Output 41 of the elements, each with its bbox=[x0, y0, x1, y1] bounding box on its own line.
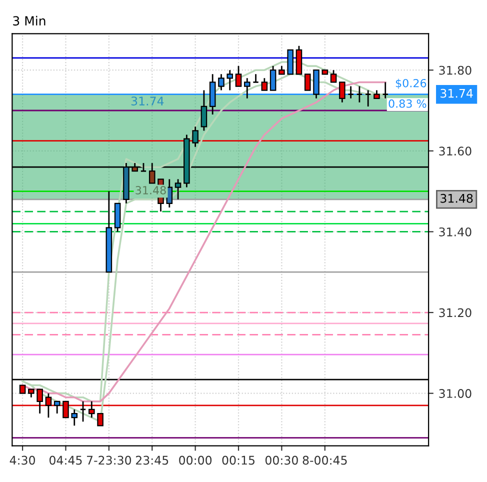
candlestick bbox=[226, 69, 234, 91]
x-tick-label: 00:15 bbox=[222, 456, 254, 465]
candlestick bbox=[200, 90, 208, 132]
candlestick bbox=[339, 82, 346, 104]
candlestick bbox=[364, 90, 372, 108]
chart-title: 3 Min bbox=[13, 16, 46, 26]
y-tick-label: 31.40 bbox=[439, 227, 472, 236]
y-tick-label: 31.20 bbox=[439, 308, 472, 318]
annotation: 0.83 % bbox=[388, 99, 426, 108]
candlestick bbox=[218, 73, 224, 91]
x-tick-label: 23:45 bbox=[136, 456, 168, 465]
candlestick bbox=[356, 86, 363, 104]
text: $0.26 bbox=[396, 78, 426, 89]
candlestick bbox=[261, 77, 268, 91]
candlestick bbox=[235, 65, 242, 87]
candlestick bbox=[252, 73, 260, 83]
candlestick bbox=[148, 162, 156, 184]
x-tick-label: 7-23:30 bbox=[87, 456, 132, 465]
candlestick bbox=[192, 126, 198, 148]
x-tick-label: 8-00:45 bbox=[302, 456, 347, 465]
candlestick bbox=[97, 412, 104, 426]
y-tick-label: 31.60 bbox=[439, 146, 472, 156]
band-label: 31.74 bbox=[131, 96, 164, 106]
candlestick bbox=[304, 74, 311, 91]
x-tick-label: 00:00 bbox=[179, 456, 212, 465]
candlestick bbox=[71, 408, 78, 426]
candlestick bbox=[270, 65, 276, 91]
annotation: 31.48 bbox=[136, 186, 166, 194]
y-tick-label: 31.00 bbox=[439, 389, 472, 398]
candlestick bbox=[244, 77, 250, 100]
candlestick bbox=[348, 86, 354, 100]
ref-line-label: 31.48 bbox=[440, 194, 473, 203]
y-tick-label: 31.80 bbox=[439, 66, 472, 75]
x-tick-label: 04:45 bbox=[50, 456, 82, 465]
x-tick-label: 4:30 bbox=[10, 456, 36, 465]
candlestick bbox=[382, 82, 389, 100]
candlestick bbox=[54, 400, 60, 414]
ref-line-label: 31.74 bbox=[440, 88, 473, 98]
x-tick-label: 00:30 bbox=[265, 456, 298, 465]
candlestick bbox=[174, 178, 182, 200]
candlestick bbox=[330, 69, 337, 83]
